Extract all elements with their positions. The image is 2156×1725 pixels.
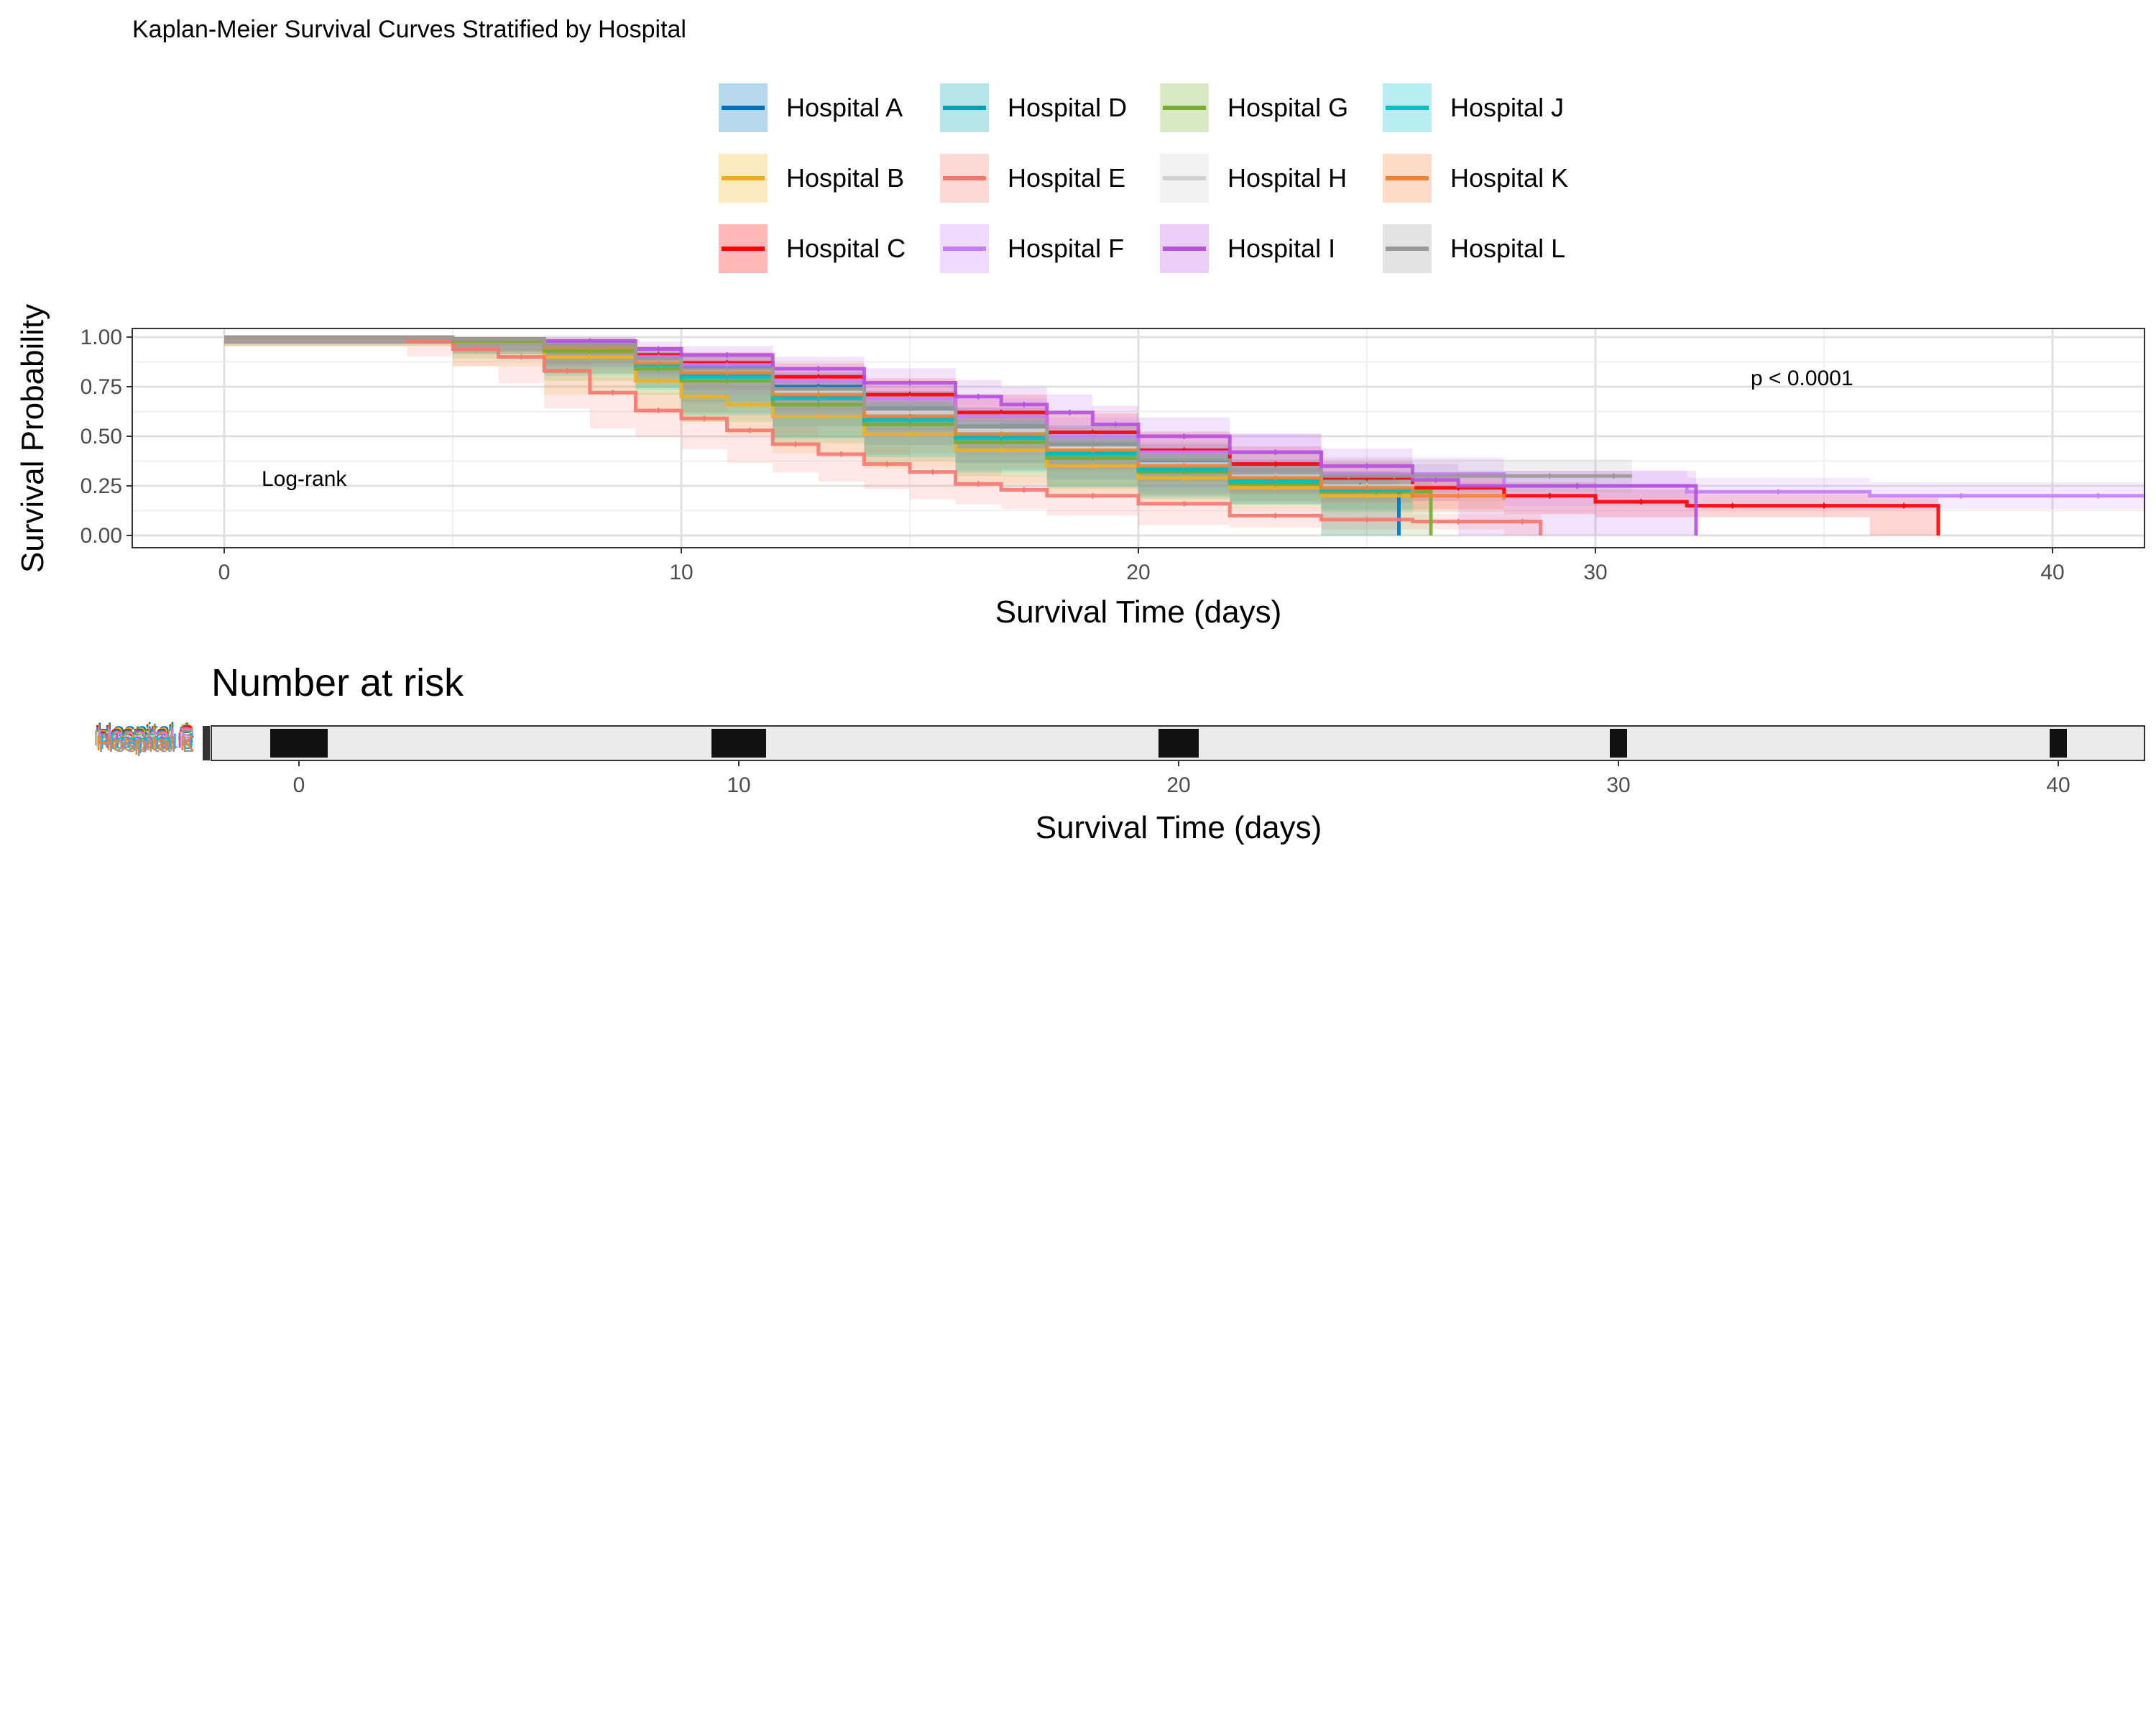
legend-label-hospital-k: Hospital K bbox=[1450, 163, 1568, 193]
legend-label-hospital-a: Hospital A bbox=[786, 93, 903, 122]
legend-item-hospital-l: Hospital L bbox=[1383, 224, 1565, 273]
risk-row-label-hospital-f: Hospital F bbox=[97, 725, 194, 749]
risk-x-tick-label: 10 bbox=[727, 773, 750, 797]
y-axis-ticks: 0.00 0.25 0.50 0.75 1.00 bbox=[80, 326, 132, 548]
risk-x-axis-ticks: 0 10 20 30 40 bbox=[293, 760, 2070, 797]
band-hospital-b bbox=[224, 337, 1413, 513]
legend-label-hospital-i: Hospital I bbox=[1227, 234, 1335, 263]
risk-table-left-bar bbox=[203, 726, 210, 760]
legend-item-hospital-d: Hospital D bbox=[940, 83, 1127, 132]
legend-item-hospital-e: Hospital E bbox=[940, 154, 1125, 203]
risk-count-cluster-day-30 bbox=[1610, 729, 1627, 758]
legend: Hospital A Hospital B Hospital C Hospital D… bbox=[719, 83, 1568, 273]
legend-label-hospital-j: Hospital J bbox=[1450, 93, 1564, 122]
risk-row-label-hospital-b: Hospital B bbox=[96, 720, 194, 744]
y-axis-label: Survival Probability bbox=[15, 304, 50, 573]
p-value-label: p < 0.0001 bbox=[1751, 367, 1853, 390]
risk-x-tick-label: 20 bbox=[1166, 773, 1190, 797]
grid-lines bbox=[132, 328, 2145, 548]
y-tick-label: 0.50 bbox=[80, 425, 122, 448]
risk-x-axis-label: Survival Time (days) bbox=[1036, 810, 1322, 845]
risk-row-label-hospital-k: Hospital K bbox=[96, 732, 194, 755]
band-hospital-g bbox=[224, 337, 1432, 535]
risk-x-tick-label: 30 bbox=[1606, 773, 1630, 797]
risk-count-cluster-day-20 bbox=[1158, 729, 1199, 758]
legend-label-hospital-b: Hospital B bbox=[786, 163, 904, 193]
risk-count-cluster-day-0 bbox=[270, 729, 328, 758]
legend-item-hospital-b: Hospital B bbox=[719, 154, 904, 203]
risk-row-label-hospital-i: Hospital I bbox=[104, 729, 194, 753]
risk-row-label-hospital-j: Hospital J bbox=[99, 730, 194, 754]
legend-item-hospital-c: Hospital C bbox=[719, 224, 906, 273]
risk-row-label-hospital-h: Hospital H bbox=[95, 728, 194, 752]
risk-table-title: Number at risk bbox=[211, 661, 464, 704]
legend-label-hospital-c: Hospital C bbox=[786, 234, 906, 263]
risk-row-label-hospital-g: Hospital G bbox=[93, 727, 194, 750]
risk-row-label-hospital-a: Hospital A bbox=[97, 719, 194, 742]
y-tick-label: 0.00 bbox=[80, 524, 122, 548]
x-tick-label: 30 bbox=[1583, 561, 1607, 584]
legend-item-hospital-k: Hospital K bbox=[1383, 154, 1568, 203]
legend-item-hospital-i: Hospital I bbox=[1160, 224, 1335, 273]
x-axis-ticks: 0 10 20 30 40 bbox=[218, 548, 2065, 584]
main-plot-panel: 0.000.250.500.751.00 0 10 20 30 40 Log-rank … bbox=[15, 304, 2145, 630]
risk-row-label-hospital-c: Hospital C bbox=[95, 722, 194, 745]
risk-x-tick-label: 40 bbox=[2046, 773, 2070, 797]
legend-label-hospital-g: Hospital G bbox=[1227, 93, 1348, 122]
risk-x-tick-label: 0 bbox=[293, 773, 305, 797]
risk-count-cluster-day-40 bbox=[2050, 729, 2067, 758]
test-label: Log-rank bbox=[262, 467, 347, 491]
legend-item-hospital-j: Hospital J bbox=[1383, 83, 1564, 132]
risk-count-cluster-day-10 bbox=[711, 729, 766, 758]
risk-row-label-hospital-e: Hospital E bbox=[96, 724, 194, 748]
legend-item-hospital-g: Hospital G bbox=[1160, 83, 1348, 132]
x-tick-label: 40 bbox=[2040, 561, 2064, 584]
x-axis-label: Survival Time (days) bbox=[995, 594, 1282, 630]
band-hospital-e bbox=[224, 337, 1541, 535]
legend-label-hospital-l: Hospital L bbox=[1450, 234, 1565, 263]
x-tick-label: 10 bbox=[669, 561, 693, 584]
survival-curves bbox=[224, 335, 2145, 535]
risk-row-label-hospital-l: Hospital L bbox=[98, 733, 194, 757]
x-tick-label: 0 bbox=[218, 561, 231, 584]
legend-item-hospital-a: Hospital A bbox=[719, 83, 903, 132]
y-tick-label: 0.75 bbox=[80, 375, 122, 399]
risk-count-cells bbox=[270, 729, 2067, 758]
legend-item-hospital-f: Hospital F bbox=[940, 224, 1124, 273]
legend-label-hospital-e: Hospital E bbox=[1008, 163, 1125, 193]
x-tick-label: 20 bbox=[1126, 561, 1150, 584]
legend-label-hospital-d: Hospital D bbox=[1008, 93, 1127, 122]
y-tick-label: 1.00 bbox=[80, 326, 122, 349]
risk-row-label-hospital-d: Hospital D bbox=[95, 722, 194, 746]
legend-label-hospital-f: Hospital F bbox=[1008, 234, 1124, 263]
legend-item-hospital-h: Hospital H bbox=[1160, 154, 1347, 203]
legend-label-hospital-h: Hospital H bbox=[1227, 163, 1347, 193]
chart-title: Kaplan-Meier Survival Curves Stratified … bbox=[132, 16, 686, 43]
curve-hospital-g bbox=[224, 335, 1433, 535]
y-tick-label: 0.25 bbox=[80, 474, 122, 498]
